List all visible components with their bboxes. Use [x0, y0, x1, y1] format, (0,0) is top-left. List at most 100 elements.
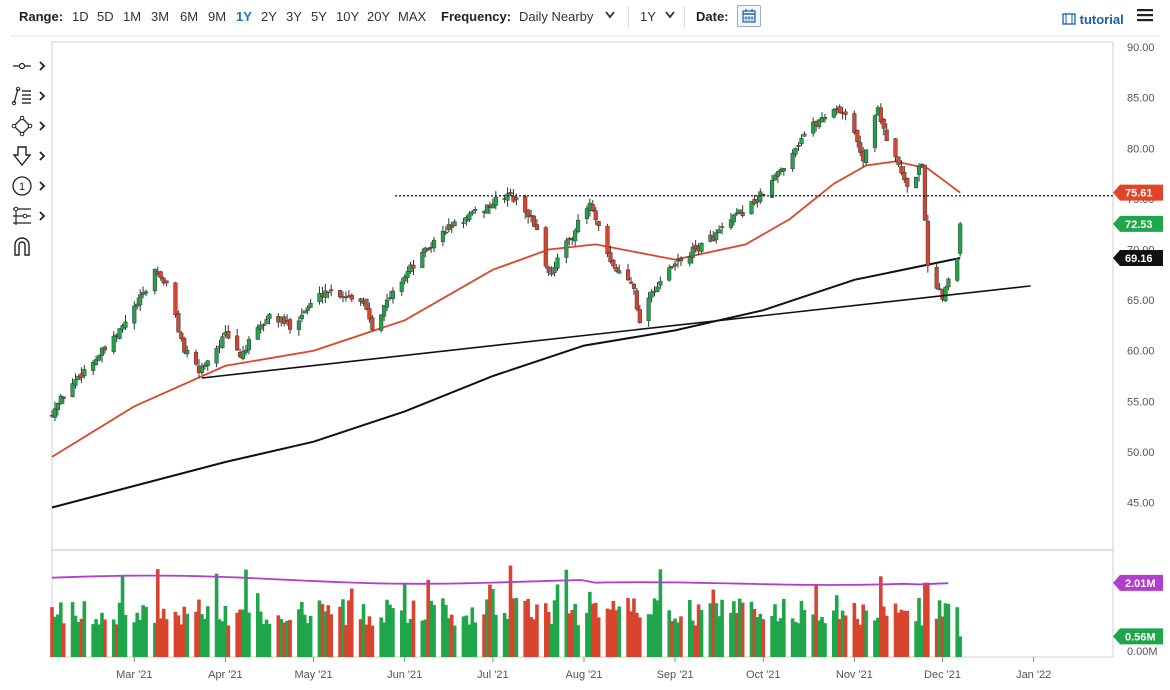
- volume-bar: [344, 625, 348, 657]
- candle: [614, 264, 619, 273]
- candle: [349, 293, 354, 302]
- range-2y[interactable]: 2Y: [261, 9, 277, 24]
- volume-bar: [399, 610, 404, 657]
- volume-bar: [687, 599, 692, 657]
- tool-magnet[interactable]: [10, 234, 50, 258]
- volume-bar: [899, 609, 904, 657]
- volume-bar: [917, 597, 921, 657]
- candle: [749, 201, 754, 215]
- range-6m[interactable]: 6M: [180, 9, 199, 24]
- range-5y[interactable]: 5Y: [311, 9, 327, 24]
- candle: [943, 285, 948, 302]
- volume-bar: [658, 569, 663, 657]
- volume-bar: [97, 624, 101, 657]
- volume-tag: 0.56M: [1113, 628, 1163, 645]
- tool-annotations[interactable]: 1: [10, 174, 50, 198]
- candle: [326, 291, 331, 299]
- tool-crosshair[interactable]: [10, 54, 50, 78]
- range-1y[interactable]: 1Y: [236, 9, 252, 24]
- candle: [123, 314, 128, 330]
- candle: [819, 112, 825, 123]
- candle: [902, 165, 907, 183]
- candle: [914, 176, 919, 189]
- candle: [714, 229, 719, 244]
- volume-bar: [514, 598, 519, 657]
- volume-bar: [761, 619, 766, 657]
- volume-bar: [732, 601, 736, 657]
- range-20y[interactable]: 20Y: [367, 9, 391, 24]
- volume-bar: [840, 610, 845, 657]
- candle: [358, 297, 363, 306]
- candle: [193, 349, 199, 366]
- magnet-icon: [14, 237, 30, 256]
- volume-bar: [288, 619, 292, 657]
- range-1m[interactable]: 1M: [123, 9, 142, 24]
- candle: [546, 265, 551, 276]
- range-10y[interactable]: 10Y: [336, 9, 360, 24]
- tutorial-link[interactable]: tutorial: [1062, 12, 1124, 27]
- tool-shapes[interactable]: [10, 114, 50, 138]
- tool-fibonacci[interactable]: [10, 204, 50, 228]
- range-3m[interactable]: 3M: [151, 9, 170, 24]
- y-tick-label: 55.00: [1127, 396, 1155, 408]
- candle: [720, 222, 725, 235]
- tool-arrows[interactable]: [10, 144, 50, 168]
- range-3y[interactable]: 3Y: [286, 9, 302, 24]
- volume-bar: [200, 614, 204, 657]
- volume-bar: [94, 619, 98, 657]
- candle: [405, 266, 410, 284]
- volume-bar: [629, 611, 633, 657]
- candle: [631, 282, 636, 295]
- hamburger-menu-icon[interactable]: [1137, 8, 1153, 22]
- candle: [343, 291, 348, 302]
- volume-bar: [247, 612, 251, 657]
- candle: [58, 394, 63, 406]
- volume-bar: [737, 598, 742, 657]
- candle: [467, 211, 472, 223]
- volume-bar: [158, 618, 163, 657]
- volume-bar: [144, 606, 148, 657]
- volume-bar: [535, 604, 539, 657]
- range-5d[interactable]: 5D: [97, 9, 114, 24]
- candle: [925, 214, 930, 273]
- candle: [611, 259, 616, 269]
- support-trendline[interactable]: [201, 285, 1031, 379]
- volume-bar: [132, 622, 137, 657]
- candle: [626, 263, 631, 282]
- candle: [731, 213, 736, 226]
- range-9m[interactable]: 9M: [208, 9, 227, 24]
- candle: [432, 236, 437, 253]
- volume-bar: [717, 616, 721, 657]
- chevron-down-icon[interactable]: [665, 11, 675, 19]
- range-1d[interactable]: 1D: [72, 9, 89, 24]
- volume-bar: [655, 600, 660, 657]
- volume-bar: [493, 614, 498, 657]
- x-tick-label: Nov '21: [836, 669, 873, 681]
- range-max[interactable]: MAX: [398, 9, 427, 24]
- candle: [308, 298, 313, 309]
- date-picker-button[interactable]: [737, 5, 761, 27]
- fibonacci-icon: [13, 206, 46, 225]
- frequency-dropdown[interactable]: Daily Nearby: [519, 9, 594, 24]
- candle: [379, 314, 384, 333]
- candle: [440, 225, 445, 247]
- volume-bar: [388, 604, 392, 657]
- volume-bar: [120, 575, 125, 657]
- volume-bar: [205, 606, 210, 657]
- volume-bar: [699, 609, 704, 657]
- candle: [452, 219, 457, 227]
- volume-bar: [194, 611, 198, 657]
- volume-bar: [317, 600, 322, 657]
- volume-bar: [802, 609, 807, 657]
- period-dropdown[interactable]: 1Y: [640, 9, 656, 24]
- volume-bar: [858, 624, 863, 657]
- chevron-down-icon[interactable]: [605, 11, 615, 19]
- candle: [649, 288, 654, 303]
- tool-trendline[interactable]: [10, 84, 50, 108]
- volume-bar: [834, 595, 839, 657]
- candle: [367, 302, 372, 323]
- volume-bar: [693, 625, 698, 657]
- candle: [305, 304, 310, 315]
- candle: [781, 167, 786, 176]
